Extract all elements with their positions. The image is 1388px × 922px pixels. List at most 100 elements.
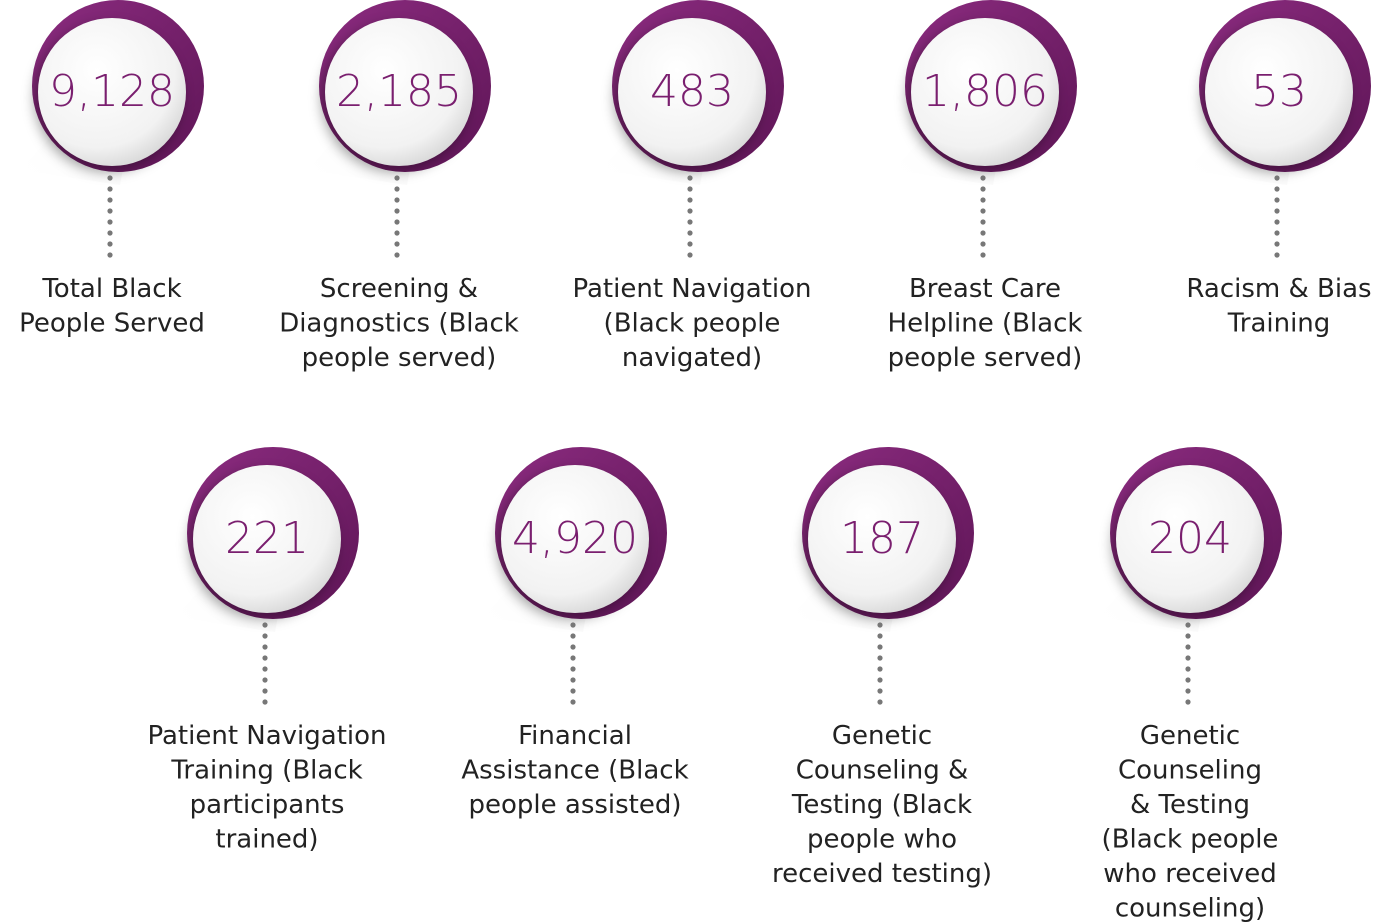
dot	[877, 688, 883, 694]
dot	[394, 175, 400, 181]
stat-item: 9,128 Total Black People Served	[19, 0, 205, 339]
stat-caption: Genetic	[832, 721, 932, 751]
stat-item: 53 Racism & Bias Training	[1186, 0, 1372, 339]
dot	[262, 622, 268, 628]
stat-caption: people served)	[888, 343, 1083, 373]
dot	[980, 175, 986, 181]
dot	[394, 208, 400, 214]
stat-item: 1,806 Breast Care Helpline (Black people se…	[888, 0, 1083, 373]
stat-caption: received testing)	[772, 859, 992, 889]
face	[325, 18, 473, 166]
dot	[980, 208, 986, 214]
stat-caption: Counseling	[1118, 756, 1262, 786]
stat-caption: Breast Care	[909, 274, 1061, 304]
dot	[877, 644, 883, 650]
dot	[107, 208, 113, 214]
stat-value: 483	[650, 66, 734, 117]
face	[911, 18, 1059, 166]
stat-caption: Testing (Black	[791, 790, 972, 820]
dot	[1185, 666, 1191, 672]
dot	[877, 677, 883, 683]
stat-item: 187 Genetic Counseling & Testing (Black peop…	[772, 447, 992, 889]
stat-item: 4,920 Financial Assistance (Black people as…	[461, 447, 689, 820]
dot	[570, 633, 576, 639]
dot	[570, 622, 576, 628]
stat-value: 1,806	[922, 66, 1048, 117]
face	[38, 18, 186, 166]
dot	[570, 644, 576, 650]
dot	[980, 197, 986, 203]
stat-caption: Training (Black	[170, 756, 362, 786]
dot	[687, 186, 693, 192]
dot	[570, 688, 576, 694]
stat-caption: people assisted)	[468, 790, 681, 820]
stat-caption: Helpline (Black	[888, 309, 1083, 339]
dot	[107, 252, 113, 258]
stat-caption: people who	[807, 825, 957, 855]
face	[501, 465, 649, 613]
dot	[1185, 644, 1191, 650]
dot	[262, 688, 268, 694]
dot	[1185, 677, 1191, 683]
stat-caption: People Served	[19, 309, 205, 339]
stat-caption: people served)	[302, 343, 497, 373]
dot	[1274, 186, 1280, 192]
stat-item: 483 Patient Navigation (Black people naviga…	[572, 0, 812, 373]
dot	[980, 252, 986, 258]
stat-value: 9,128	[49, 66, 175, 117]
stat-caption: Genetic	[1140, 721, 1240, 751]
face	[1205, 18, 1353, 166]
stat-value: 221	[225, 513, 309, 564]
stat-caption: trained)	[215, 825, 318, 855]
stat-caption: Patient Navigation	[572, 274, 811, 304]
stat-caption: navigated)	[622, 343, 762, 373]
dot	[980, 219, 986, 225]
dot	[1274, 197, 1280, 203]
dot	[877, 699, 883, 705]
stat-caption: & Testing	[1130, 790, 1250, 820]
dot	[687, 208, 693, 214]
dot	[877, 666, 883, 672]
dot	[107, 197, 113, 203]
dot	[570, 655, 576, 661]
stat-caption: Patient Navigation	[147, 721, 386, 751]
dot	[394, 230, 400, 236]
dot	[1185, 633, 1191, 639]
stat-caption: (Black people	[1102, 825, 1279, 855]
stat-value: 2,185	[336, 66, 462, 117]
dot	[687, 219, 693, 225]
stat-caption: (Black people	[604, 309, 781, 339]
dot	[262, 655, 268, 661]
dot	[107, 186, 113, 192]
dot	[262, 677, 268, 683]
dot	[394, 197, 400, 203]
dot	[262, 633, 268, 639]
stat-caption: who received	[1103, 859, 1276, 889]
dot	[394, 252, 400, 258]
dot	[107, 175, 113, 181]
face	[618, 18, 766, 166]
dot	[394, 241, 400, 247]
dot	[262, 666, 268, 672]
dot	[570, 677, 576, 683]
dot	[394, 186, 400, 192]
dot	[1274, 230, 1280, 236]
stat-value: 187	[840, 513, 924, 564]
stat-value: 4,920	[512, 513, 638, 564]
face	[1116, 465, 1264, 613]
dot	[687, 197, 693, 203]
dot	[107, 241, 113, 247]
dot	[687, 241, 693, 247]
dot	[107, 219, 113, 225]
dot	[877, 622, 883, 628]
dot	[687, 230, 693, 236]
dot	[1185, 688, 1191, 694]
dot	[1274, 241, 1280, 247]
stat-caption: Screening &	[320, 274, 478, 304]
dot	[877, 633, 883, 639]
stat-caption: participants	[190, 790, 345, 820]
dot	[1274, 175, 1280, 181]
dot	[980, 241, 986, 247]
stat-caption: Total Black	[41, 274, 181, 304]
